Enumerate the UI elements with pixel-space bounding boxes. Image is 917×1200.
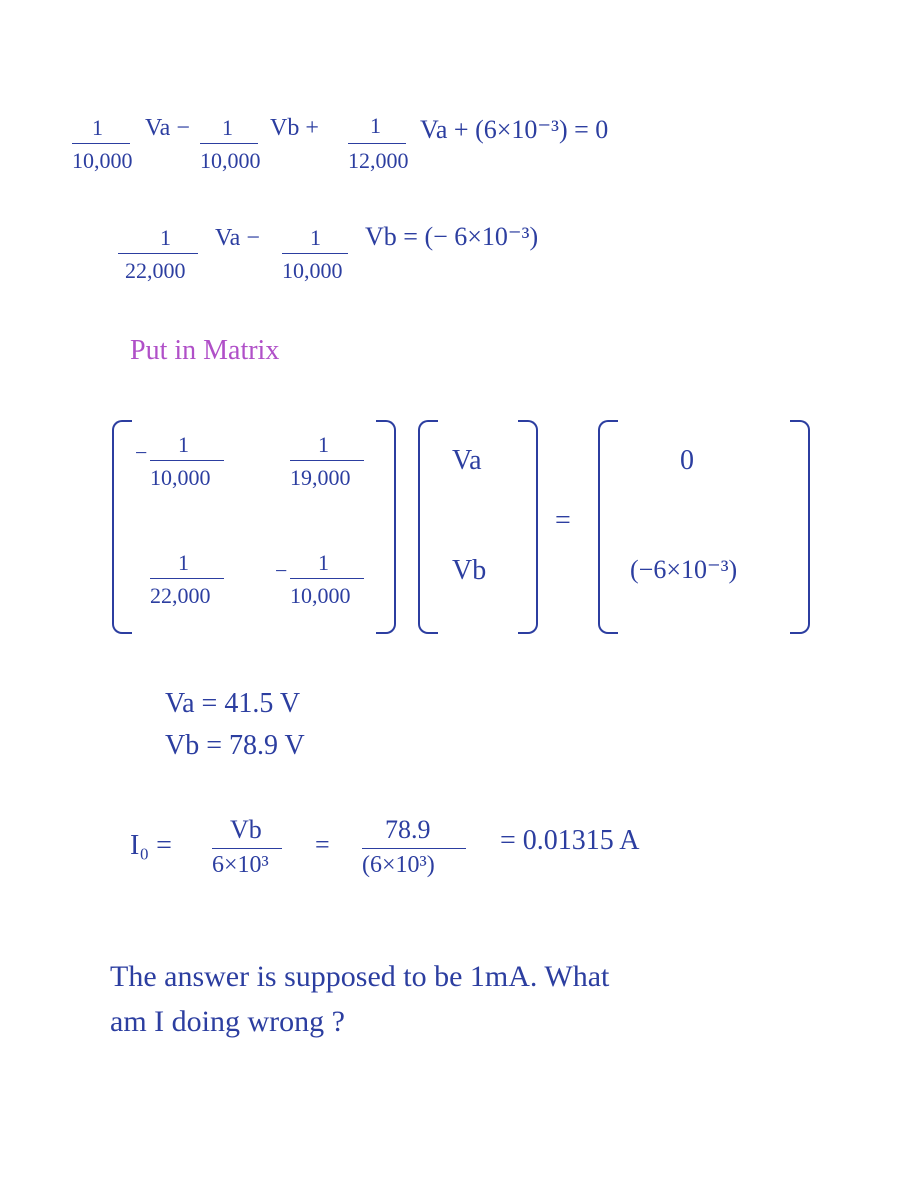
eq1-frac2-bar — [200, 143, 258, 144]
eq2-frac2-bar — [282, 253, 348, 254]
matrix-x-left-bracket — [418, 420, 438, 634]
eq2-frac1-den: 22,000 — [125, 258, 186, 284]
heading-put-in-matrix: Put in Matrix — [130, 335, 279, 367]
io-frac1-bar — [212, 848, 282, 849]
m21-num: 1 — [178, 550, 189, 576]
eq1-frac2-num: 1 — [222, 115, 233, 141]
eq1-frac1-den: 10,000 — [72, 148, 133, 174]
m21-den: 22,000 — [150, 583, 211, 609]
io-rhs: = 0.01315 A — [500, 825, 639, 857]
io-frac2-bar — [362, 848, 466, 849]
eq1-frac2-den: 10,000 — [200, 148, 261, 174]
io-frac1-num: Vb — [230, 815, 262, 845]
eq2-t1: Va − — [215, 225, 260, 252]
m12-bar — [290, 460, 364, 461]
eq1-t2: Vb + — [270, 115, 319, 142]
question-line2: am I doing wrong ? — [110, 1005, 345, 1039]
m22-bar — [290, 578, 364, 579]
matrix-x-right-bracket — [518, 420, 538, 634]
eq1-frac1-num: 1 — [92, 115, 103, 141]
matrix-b-left-bracket — [598, 420, 618, 634]
m11-den: 10,000 — [150, 465, 211, 491]
eq1-frac1-bar — [72, 143, 130, 144]
io-lhs: I₀ = — [130, 830, 172, 862]
eq1-t3: Va + (6×10⁻³) = 0 — [420, 115, 608, 145]
m11-num: 1 — [178, 432, 189, 458]
m21-bar — [150, 578, 224, 579]
m12-den: 19,000 — [290, 465, 351, 491]
rhs-r1: 0 — [680, 445, 694, 477]
eq2-t2: Vb = (− 6×10⁻³) — [365, 222, 538, 252]
result-va: Va = 41.5 V — [165, 688, 300, 720]
m22-num: 1 — [318, 550, 329, 576]
eq2-frac2-num: 1 — [310, 225, 321, 251]
m12-num: 1 — [318, 432, 329, 458]
io-mid: = — [315, 830, 330, 860]
matrix-a-left-bracket — [112, 420, 132, 634]
m22-den: 10,000 — [290, 583, 351, 609]
eq1-frac3-den: 12,000 — [348, 148, 409, 174]
matrix-eq: = — [555, 505, 571, 537]
io-frac2-den: (6×10³) — [362, 852, 435, 879]
m11-bar — [150, 460, 224, 461]
eq1-frac3-num: 1 — [370, 113, 381, 139]
vec-vb: Vb — [452, 555, 486, 587]
io-frac1-den: 6×10³ — [212, 852, 269, 879]
result-vb: Vb = 78.9 V — [165, 730, 305, 762]
eq2-frac2-den: 10,000 — [282, 258, 343, 284]
question-line1: The answer is supposed to be 1mA. What — [110, 960, 609, 994]
eq2-frac1-bar — [118, 253, 198, 254]
m11-neg: − — [135, 440, 147, 466]
io-frac2-num: 78.9 — [385, 815, 431, 845]
vec-va: Va — [452, 445, 482, 477]
matrix-b-right-bracket — [790, 420, 810, 634]
m22-neg: − — [275, 558, 287, 584]
eq1-t1: Va − — [145, 115, 190, 142]
eq2-frac1-num: 1 — [160, 225, 171, 251]
eq1-frac3-bar — [348, 143, 406, 144]
rhs-r2: (−6×10⁻³) — [630, 555, 737, 585]
matrix-a-right-bracket — [376, 420, 396, 634]
